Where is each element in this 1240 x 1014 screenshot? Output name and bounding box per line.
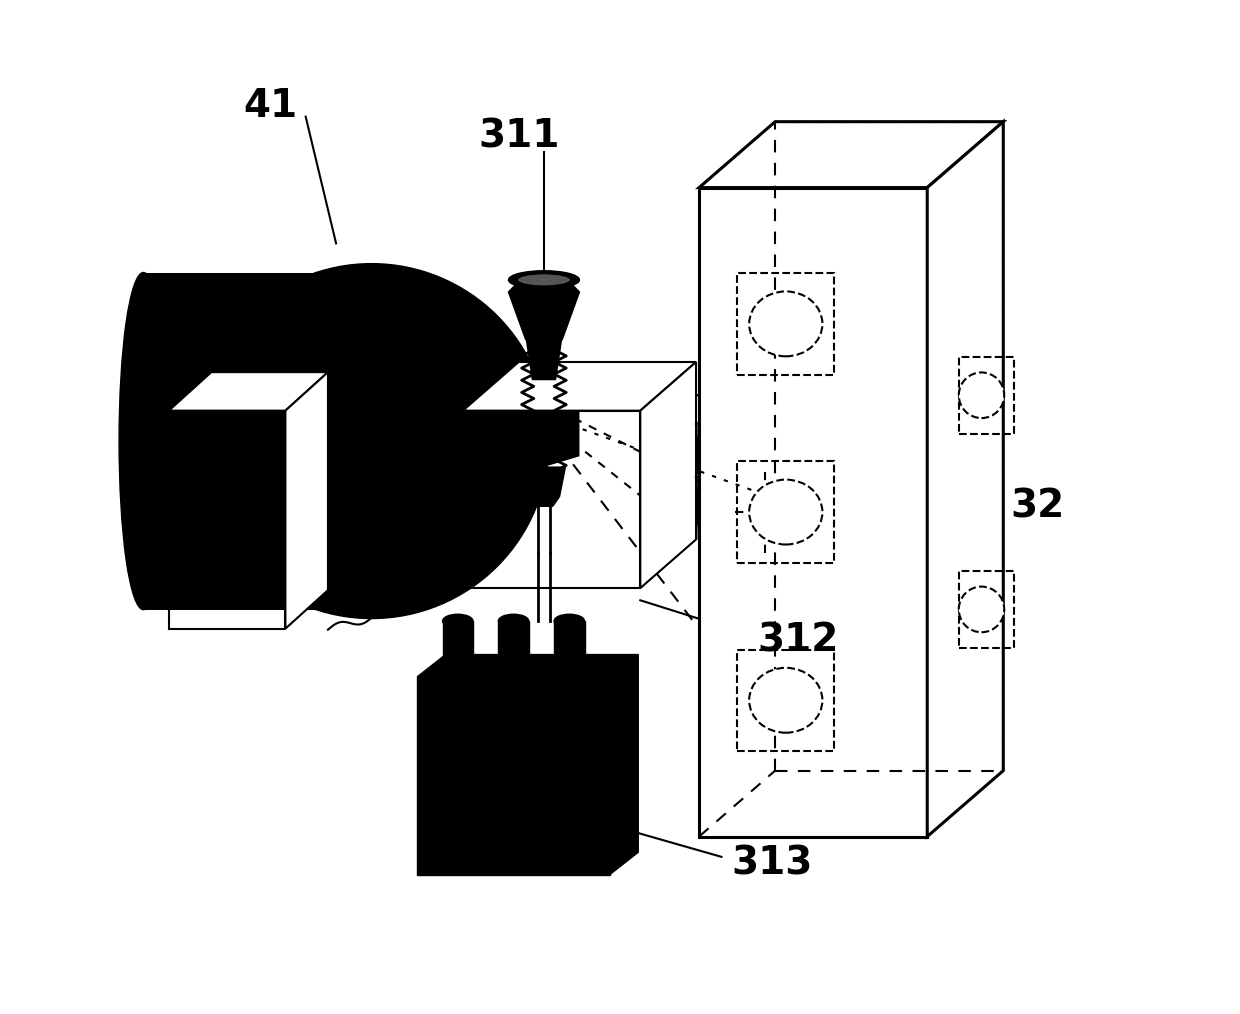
Polygon shape [144,273,372,609]
Text: 312: 312 [756,622,838,660]
Text: 32: 32 [1011,488,1065,526]
Polygon shape [417,677,610,874]
Ellipse shape [195,264,549,619]
Polygon shape [928,122,1003,837]
Ellipse shape [498,614,528,628]
Polygon shape [610,655,639,874]
Ellipse shape [508,271,579,289]
Polygon shape [169,372,327,411]
Ellipse shape [749,291,822,356]
Polygon shape [554,621,584,677]
Polygon shape [640,362,696,588]
Polygon shape [498,621,528,677]
Text: 313: 313 [732,845,813,883]
Polygon shape [699,122,1003,188]
Ellipse shape [749,668,822,733]
Ellipse shape [119,273,167,609]
Ellipse shape [749,480,822,545]
Polygon shape [699,188,928,837]
Polygon shape [417,655,639,677]
Text: 311: 311 [477,118,559,156]
Ellipse shape [443,614,472,628]
Polygon shape [528,370,579,472]
Polygon shape [526,340,562,380]
Polygon shape [508,274,579,340]
Polygon shape [463,362,696,411]
Polygon shape [522,466,567,507]
Ellipse shape [959,586,1004,633]
Polygon shape [443,621,472,677]
Ellipse shape [554,614,584,628]
Ellipse shape [959,372,1004,418]
Ellipse shape [517,274,570,286]
Polygon shape [285,372,327,629]
Text: 41: 41 [243,87,298,126]
